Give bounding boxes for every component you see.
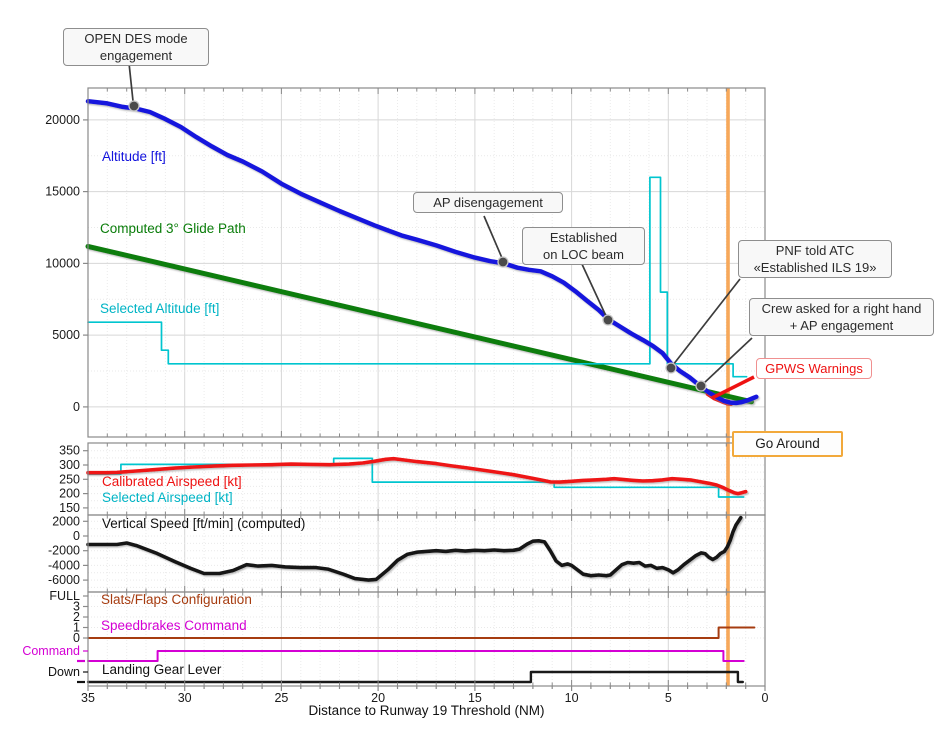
x-tick-label: 30 xyxy=(178,691,192,705)
annotation-established-loc: Established on LOC beam xyxy=(522,227,645,266)
altitude-line xyxy=(85,98,759,406)
established-loc-leader-line xyxy=(580,261,607,317)
airspeed-panel-ytick-label: 250 xyxy=(59,472,80,486)
pnf-atc-event-dot xyxy=(665,362,677,374)
altitude-panel-ytick-label: 10000 xyxy=(45,256,80,270)
landing-gear-label: Landing Gear Lever xyxy=(102,662,222,677)
x-tick-label: 35 xyxy=(81,691,95,705)
vertical-speed-panel-ytick-label: 2000 xyxy=(52,514,80,528)
selected-altitude-series-label: Selected Altitude [ft] xyxy=(100,301,220,316)
selected-altitude-line xyxy=(87,176,748,378)
x-tick-label: 0 xyxy=(762,691,769,705)
landing-gear-line xyxy=(86,670,744,684)
vertical-speed-line xyxy=(86,515,743,582)
vertical-speed-label: Vertical Speed [ft/min] (computed) xyxy=(102,516,306,531)
speedbrakes-line xyxy=(87,650,745,662)
airspeed-panel-ytick-label: 300 xyxy=(59,458,80,472)
vertical-speed-panel-ytick-label: -6000 xyxy=(48,573,80,587)
go-around-event-line xyxy=(726,88,730,686)
altitude-series-label: Altitude [ft] xyxy=(102,149,166,164)
config-panel-ytick-label: 1 xyxy=(73,621,80,635)
vertical-speed-panel-ytick-label: -2000 xyxy=(48,544,80,558)
x-tick-label: 5 xyxy=(665,691,672,705)
annotation-go-around: Go Around xyxy=(732,431,843,457)
series-layer xyxy=(85,98,759,684)
selected-airspeed-label: Selected Airspeed [kt] xyxy=(102,490,233,505)
airspeed-panel-ytick-label: 150 xyxy=(59,501,80,515)
altitude-panel-ytick-label: 5000 xyxy=(52,328,80,342)
open-des-leader-line xyxy=(128,62,134,102)
calibrated-airspeed-line xyxy=(86,456,748,496)
ap-disengagement-event-dot xyxy=(497,256,509,268)
config-panel-ytick-label: Command xyxy=(22,644,80,658)
annotation-gpws: GPWS Warnings xyxy=(756,358,872,380)
glide-path-series-label: Computed 3° Glide Path xyxy=(100,221,246,236)
altitude-panel-ytick-label: 20000 xyxy=(45,113,80,127)
vertical-speed-panel-ytick-label: 0 xyxy=(73,529,80,543)
slats-flaps-line xyxy=(87,626,756,639)
annotation-crew-request: Crew asked for a right hand + AP engagem… xyxy=(749,298,934,337)
x-tick-label: 25 xyxy=(274,691,288,705)
speedbrakes-label: Speedbrakes Command xyxy=(101,618,247,633)
airspeed-panel-ytick-label: 200 xyxy=(59,487,80,501)
altitude-panel-ytick-label: 15000 xyxy=(45,185,80,199)
crew-right-hand-event-dot xyxy=(695,380,707,392)
slats-flaps-label: Slats/Flaps Configuration xyxy=(101,592,252,607)
annotation-pnf-atc: PNF told ATC «Established ILS 19» xyxy=(738,240,892,279)
x-tick-label: 20 xyxy=(371,691,385,705)
crew-right-hand-leader-line xyxy=(702,337,753,385)
altitude-panel-ytick-label: 0 xyxy=(73,400,80,414)
airspeed-panel-ytick-label: 350 xyxy=(59,444,80,458)
annotation-marker-layer xyxy=(128,62,755,400)
x-tick-label: 15 xyxy=(468,691,482,705)
config-panel-ytick-label: Down xyxy=(48,665,80,679)
annotation-ap-disengage: AP disengagement xyxy=(413,192,563,214)
go-around-line-layer xyxy=(726,88,730,686)
config-panel-ytick-label: 3 xyxy=(73,600,80,614)
calibrated-airspeed-label: Calibrated Airspeed [kt] xyxy=(102,474,242,489)
axes-layer: 05000100001500020000150200250300350-6000… xyxy=(22,87,769,705)
glide-path-line xyxy=(85,243,754,405)
selected-airspeed-line xyxy=(87,457,745,498)
config-panel-ytick-label: 0 xyxy=(73,631,80,645)
gpws-warnings-leader-line xyxy=(711,375,755,400)
open-des-event-dot xyxy=(128,100,140,112)
x-tick-label: 10 xyxy=(565,691,579,705)
config-panel-ytick-label: 2 xyxy=(73,610,80,624)
annotation-open-des: OPEN DES mode engagement xyxy=(63,28,209,67)
pnf-atc-leader-line xyxy=(672,278,741,366)
config-panel-ytick-label: FULL xyxy=(49,589,80,603)
established-loc-event-dot xyxy=(602,314,614,326)
ap-disengagement-leader-line xyxy=(483,215,503,259)
x-axis-title: Distance to Runway 19 Threshold (NM) xyxy=(308,703,545,718)
vertical-speed-panel-ytick-label: -4000 xyxy=(48,558,80,572)
